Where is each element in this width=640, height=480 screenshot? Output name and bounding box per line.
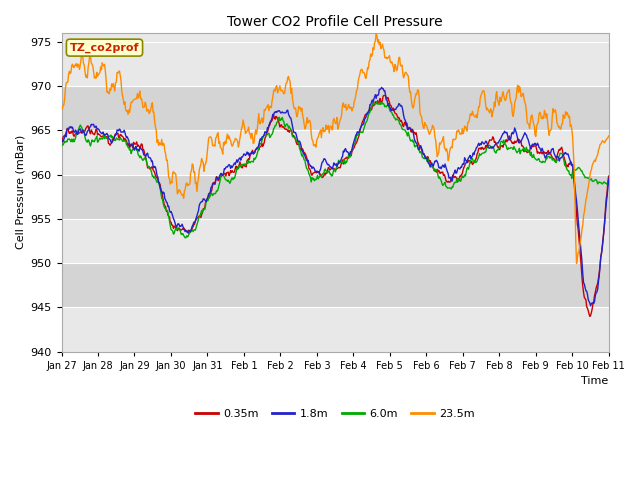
Bar — [61, 86, 609, 130]
Bar — [61, 307, 609, 351]
Bar — [61, 42, 609, 86]
X-axis label: Time: Time — [581, 376, 609, 386]
Bar — [61, 175, 609, 219]
Legend: 0.35m, 1.8m, 6.0m, 23.5m: 0.35m, 1.8m, 6.0m, 23.5m — [191, 405, 479, 424]
Bar — [61, 130, 609, 175]
Bar — [61, 263, 609, 307]
Bar — [61, 219, 609, 263]
Title: Tower CO2 Profile Cell Pressure: Tower CO2 Profile Cell Pressure — [227, 15, 443, 29]
Y-axis label: Cell Pressure (mBar): Cell Pressure (mBar) — [15, 135, 25, 249]
Text: TZ_co2prof: TZ_co2prof — [70, 43, 140, 53]
